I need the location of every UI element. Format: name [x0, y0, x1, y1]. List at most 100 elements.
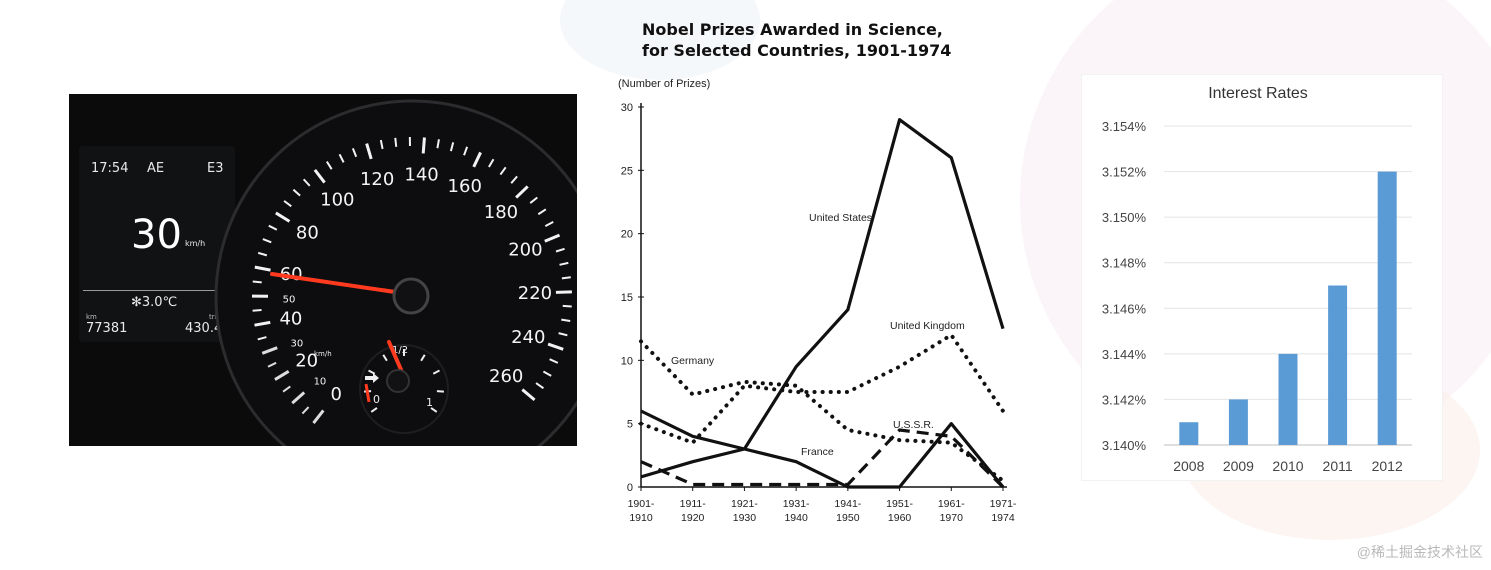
- gauge-tick: [547, 342, 564, 351]
- gauge-tick: [535, 382, 545, 390]
- gauge-tick: [379, 139, 384, 150]
- speed-unit: km/h: [185, 239, 206, 248]
- gauge-tick: [252, 280, 262, 284]
- gauge-tick: [257, 251, 268, 257]
- x-tick-label: 1950: [836, 512, 860, 524]
- x-tick-label: 1921-: [731, 498, 758, 510]
- gauge-tick: [394, 137, 398, 147]
- gauge-tick: [499, 166, 507, 176]
- gauge-label: 60: [280, 264, 303, 285]
- gauge-label: 80: [296, 222, 319, 243]
- gauge-tick: [421, 137, 426, 154]
- x-tick-label: 1971-: [990, 498, 1017, 510]
- gauge-tick: [562, 304, 572, 308]
- bar-2008: [1179, 422, 1199, 445]
- gauge-tick: [521, 388, 536, 401]
- x-tick-label: 1930: [733, 512, 757, 524]
- gauge-label: 220: [518, 283, 552, 304]
- gauge-label: 0: [331, 384, 342, 405]
- nobel-plot: 0 5 10 15 20 25 30 1901- 1910 1911- 1920 1921- 1930 1…: [621, 102, 1017, 524]
- series-label-united-states: United States: [809, 212, 872, 224]
- y-tick-label: 5: [627, 419, 633, 431]
- gauge-label: 50: [283, 294, 296, 305]
- gauge-tick: [275, 211, 291, 223]
- speed-needle-hub: [392, 277, 430, 315]
- gauge-tick: [561, 276, 571, 280]
- gauge-tick: [261, 346, 278, 355]
- gauge-tick: [283, 200, 292, 208]
- gauge-tick: [262, 238, 272, 244]
- gauge-label: 100: [320, 189, 354, 210]
- gauge-tick: [561, 318, 571, 322]
- gauge-label: 10: [314, 377, 327, 388]
- y-tick-label: 20: [621, 229, 633, 241]
- x-tick-label: 1931-: [783, 498, 810, 510]
- gauge-tick: [449, 142, 455, 152]
- chart-title-line-2: for Selected Countries, 1901-1974: [642, 41, 952, 60]
- fuel-tick: [382, 354, 388, 362]
- gauge-tick: [544, 221, 554, 227]
- chart-title: Nobel Prizes Awarded in Science, for Sel…: [642, 19, 951, 61]
- x-tick-label: 2010: [1272, 458, 1303, 474]
- gauge-tick: [302, 178, 311, 187]
- x-tick-label: 1960: [888, 512, 912, 524]
- y-tick-label: 3.142%: [1102, 392, 1147, 407]
- gauge-tick: [555, 247, 565, 253]
- fuel-label-empty: 0: [373, 393, 380, 406]
- x-tick-label: 1911-: [680, 498, 707, 510]
- gauge-tick: [267, 361, 277, 368]
- fuel-tick: [432, 369, 440, 375]
- gauge-bezel: [214, 99, 577, 446]
- chart-title-line-1: Nobel Prizes Awarded in Science,: [642, 20, 943, 39]
- gauge-tick: [252, 308, 262, 312]
- fuel-label-half: 1/2: [392, 345, 408, 356]
- fuel-needle-hub: [386, 369, 410, 393]
- bar-2010: [1278, 353, 1298, 445]
- mode-indicator: AE: [147, 161, 165, 176]
- gauge-label: 160: [448, 176, 482, 197]
- gauge-tick: [268, 224, 278, 231]
- fuel-tick: [430, 407, 438, 413]
- y-tick-label: 3.146%: [1102, 301, 1147, 316]
- gauge-label: 120: [360, 169, 394, 190]
- gauge-tick: [301, 406, 310, 415]
- gauge-tick: [257, 336, 267, 341]
- x-tick-label: 1961-: [938, 498, 965, 510]
- y-axis-label: (Number of Prizes): [618, 78, 711, 90]
- gauge-tick: [326, 161, 333, 170]
- gauge-label: 200: [508, 239, 542, 260]
- x-tick-label: 2008: [1173, 458, 1204, 474]
- y-tick-label: 10: [621, 355, 633, 367]
- series-line-united-states: [640, 118, 1005, 479]
- fuel-needle: [387, 340, 404, 374]
- y-tick-label: 3.154%: [1102, 119, 1147, 134]
- gauge-tick: [365, 143, 373, 160]
- fuel-gauge-ticks: [364, 349, 444, 413]
- x-tick-label: 2012: [1372, 458, 1403, 474]
- gauge-label: 180: [484, 202, 518, 223]
- nobel-prize-chart: Nobel Prizes Awarded in Science, for Sel…: [610, 5, 1030, 535]
- x-tick-label: 2009: [1223, 458, 1254, 474]
- x-tick-label: 2011: [1323, 458, 1353, 474]
- gauge-tick: [274, 370, 290, 381]
- gauge-tick: [559, 261, 569, 266]
- series-label-france: France: [801, 446, 834, 458]
- gauge-tick: [463, 146, 469, 156]
- gauge-tick: [254, 320, 271, 327]
- gauge-label: 30: [291, 338, 304, 349]
- gauge-tick: [436, 139, 440, 149]
- chart-title: Interest Rates: [1208, 85, 1308, 102]
- series-line-united-kingdom: [639, 333, 1005, 445]
- gauge-tick: [488, 158, 495, 168]
- gauge-tick: [515, 185, 529, 199]
- speed-needle: [270, 272, 397, 294]
- gauge-tick: [555, 290, 572, 294]
- gauge-ticks: [251, 137, 572, 425]
- gauge-label: 20: [295, 350, 318, 371]
- digital-speed: 30: [131, 212, 182, 258]
- divider: [83, 290, 225, 291]
- odometer-label: km: [86, 313, 97, 321]
- info-display: [79, 146, 235, 342]
- y-tick-label: 30: [621, 102, 633, 114]
